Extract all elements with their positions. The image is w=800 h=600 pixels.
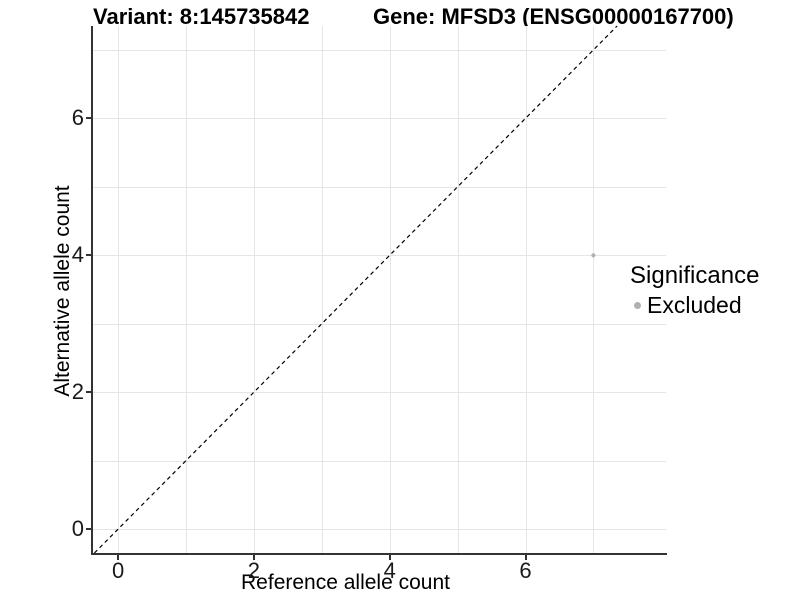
plot-panel: [93, 25, 666, 554]
y-axis-title: Alternative allele count: [51, 185, 74, 397]
y-axis-tick: [86, 254, 91, 257]
gridline-horizontal: [93, 323, 666, 325]
y-axis-tick: [86, 391, 91, 394]
y-axis-tick-label: 6: [71, 105, 84, 131]
y-axis-tick-label: 4: [71, 242, 84, 268]
gridline-horizontal: [93, 50, 666, 51]
y-axis-line: [91, 26, 93, 555]
gridline-horizontal: [93, 186, 666, 188]
plot-title-gene: Gene: MFSD3 (ENSG00000167700): [373, 4, 734, 29]
gridline-vertical: [118, 26, 120, 553]
gridline-horizontal: [93, 392, 666, 394]
plot-drawing-layer: [93, 25, 618, 554]
gridline-vertical: [593, 26, 595, 553]
gridline-vertical: [457, 26, 459, 553]
legend-title: Significance: [630, 262, 760, 289]
x-axis-tick: [388, 555, 391, 560]
gridline-vertical: [525, 26, 527, 553]
legend: Significance Excluded: [630, 262, 759, 319]
excluded-point-icon: [634, 302, 641, 309]
x-axis-tick-label: 2: [247, 558, 261, 583]
identity-dashed-line: [93, 25, 618, 554]
gridline-vertical: [253, 26, 255, 553]
x-axis-tick: [524, 555, 527, 560]
gridline-vertical: [321, 26, 323, 553]
x-axis-tick-label: 0: [111, 558, 125, 583]
x-axis-tick: [252, 555, 255, 560]
legend-item-label: Excluded: [647, 292, 742, 318]
plot-title-variant: Variant: 8:145735842: [93, 4, 310, 29]
x-axis-tick-label: 6: [519, 558, 532, 583]
y-axis-tick-label: 0: [71, 516, 84, 541]
x-axis-line: [91, 553, 667, 555]
gridline-horizontal: [93, 255, 666, 257]
x-axis-tick-label: 4: [383, 558, 396, 583]
gridline-horizontal: [93, 460, 666, 462]
legend-item-excluded: Excluded: [630, 292, 759, 319]
gridline-vertical: [389, 26, 391, 553]
y-axis-tick-label: 2: [71, 379, 84, 405]
data-point-excluded: [591, 253, 596, 258]
x-axis-tick: [117, 555, 120, 560]
x-axis-title: Reference allele count: [241, 571, 450, 594]
gridline-horizontal: [93, 118, 666, 120]
y-axis-tick: [86, 528, 91, 530]
gridline-horizontal: [93, 529, 666, 530]
gridline-vertical: [186, 26, 187, 553]
y-axis-tick: [86, 117, 91, 120]
